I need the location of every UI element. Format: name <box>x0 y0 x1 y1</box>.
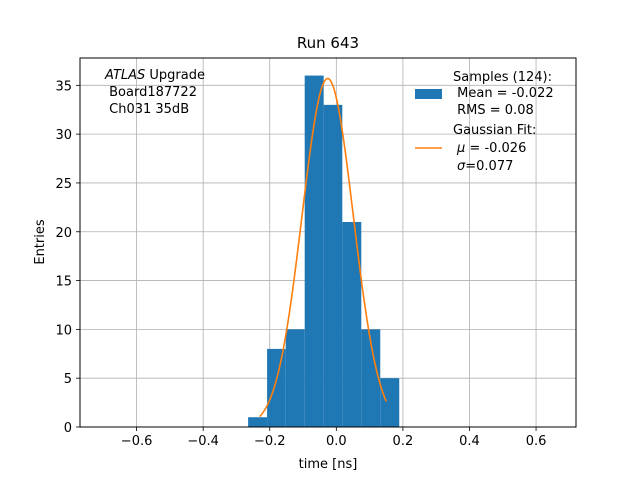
legend-fit-sigma-symbol: σ <box>457 159 466 174</box>
legend-samples-title: Samples (124): <box>453 70 552 85</box>
svg-text:ATLAS Upgrade: ATLAS Upgrade <box>104 68 205 83</box>
y-tick-label: 0 <box>64 421 72 436</box>
y-tick-label: 5 <box>64 372 72 387</box>
y-tick-label: 30 <box>55 128 72 143</box>
y-tick-label: 25 <box>55 177 72 192</box>
x-tick-label: 0.0 <box>326 434 347 449</box>
x-tick-label: 0.4 <box>459 434 480 449</box>
histogram-bar <box>380 378 400 427</box>
legend-fit-mu-value: = -0.026 <box>465 141 526 156</box>
x-tick-label: −0.6 <box>121 434 153 449</box>
histogram-bar <box>304 75 324 428</box>
y-tick-label: 35 <box>55 79 72 94</box>
x-tick-label: 0.2 <box>393 434 414 449</box>
histogram-bar <box>285 329 305 427</box>
annotation-channel: Ch031 35dB <box>105 102 189 117</box>
x-tick-label: −0.4 <box>187 434 219 449</box>
histogram-bar <box>267 348 286 427</box>
x-axis-label: time [ns] <box>299 457 358 472</box>
histogram-bar <box>361 329 381 427</box>
legend-fit-title: Gaussian Fit: <box>453 123 536 138</box>
svg-text:μ = -0.026: μ = -0.026 <box>456 141 526 156</box>
x-axis-ticks: −0.6 −0.4 −0.2 0.0 0.2 0.4 0.6 <box>121 427 547 449</box>
svg-text:σ=0.077: σ=0.077 <box>457 159 513 174</box>
histogram-bar <box>342 222 362 427</box>
x-tick-label: 0.6 <box>526 434 547 449</box>
legend-samples-swatch <box>415 89 442 99</box>
x-tick-label: −0.2 <box>254 434 286 449</box>
atlas-annotation: ATLAS Upgrade Board187722 Ch031 35dB <box>104 68 205 117</box>
histogram-bar <box>248 417 268 427</box>
legend-fit-sigma-value: =0.077 <box>465 159 513 174</box>
y-axis-ticks: 0 5 10 15 20 25 30 35 <box>55 79 80 436</box>
y-tick-label: 15 <box>55 275 72 290</box>
annotation-upgrade: Upgrade <box>145 68 205 83</box>
annotation-board: Board187722 <box>105 85 197 100</box>
legend: Samples (124): Mean = -0.022 RMS = 0.08 … <box>415 70 554 174</box>
histogram-bars <box>248 75 400 428</box>
gaussian-fit-curve <box>259 77 387 418</box>
legend-samples-rms: RMS = 0.08 <box>453 103 534 118</box>
histogram-bar <box>323 104 343 427</box>
annotation-atlas: ATLAS <box>104 68 145 83</box>
y-tick-label: 10 <box>55 323 72 338</box>
plot-frame <box>79 57 577 428</box>
y-tick-label: 20 <box>55 226 72 241</box>
chart-title: Run 643 <box>297 34 359 52</box>
legend-fit-mu-symbol: μ <box>456 141 465 156</box>
y-axis-label: Entries <box>33 219 48 265</box>
legend-samples-mean: Mean = -0.022 <box>453 86 554 101</box>
